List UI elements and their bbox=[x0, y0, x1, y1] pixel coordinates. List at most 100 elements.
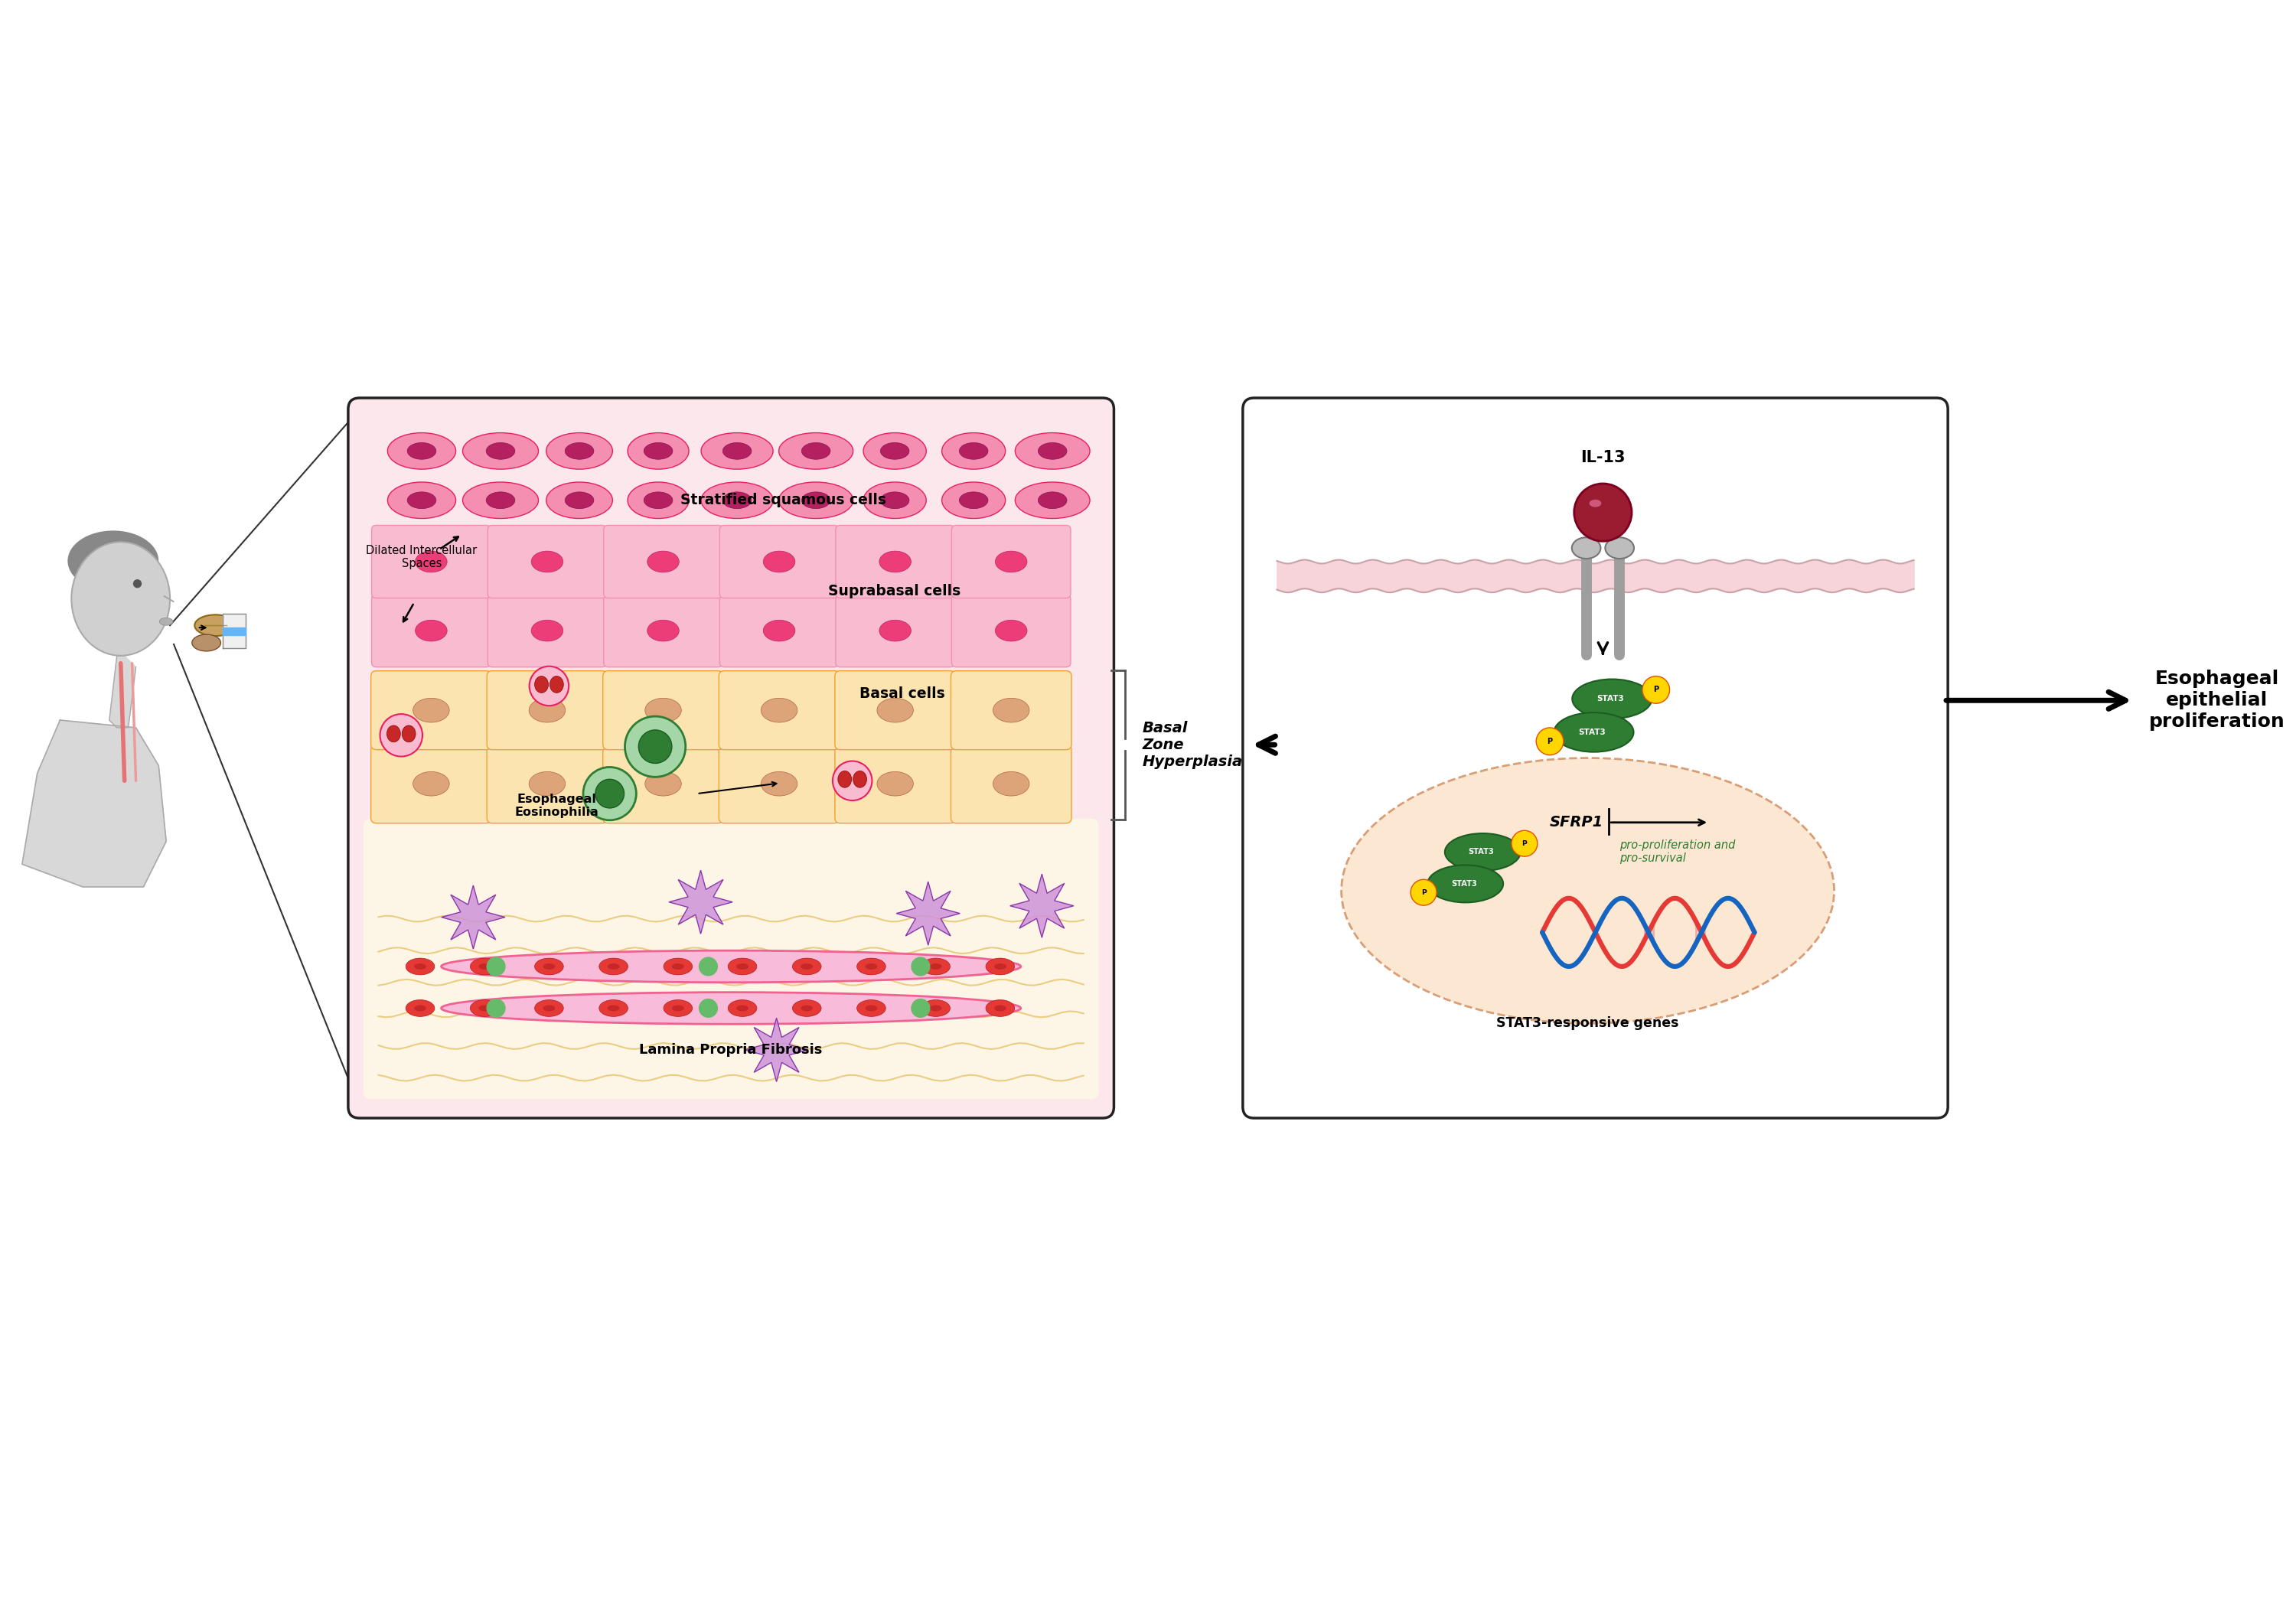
Ellipse shape bbox=[406, 958, 434, 975]
Ellipse shape bbox=[406, 492, 436, 508]
Ellipse shape bbox=[535, 1000, 563, 1017]
Ellipse shape bbox=[1573, 537, 1600, 559]
Ellipse shape bbox=[863, 432, 925, 469]
Ellipse shape bbox=[542, 1004, 556, 1011]
Ellipse shape bbox=[1015, 482, 1091, 519]
Ellipse shape bbox=[664, 958, 693, 975]
Polygon shape bbox=[223, 628, 246, 635]
Circle shape bbox=[487, 1000, 505, 1017]
Ellipse shape bbox=[647, 551, 680, 572]
FancyBboxPatch shape bbox=[1242, 399, 1947, 1118]
Ellipse shape bbox=[856, 958, 886, 975]
Ellipse shape bbox=[599, 958, 627, 975]
FancyBboxPatch shape bbox=[951, 744, 1072, 823]
Ellipse shape bbox=[645, 697, 682, 723]
Ellipse shape bbox=[994, 551, 1026, 572]
Ellipse shape bbox=[478, 1004, 491, 1011]
Ellipse shape bbox=[941, 432, 1006, 469]
Ellipse shape bbox=[877, 771, 914, 795]
Ellipse shape bbox=[1341, 759, 1835, 1024]
Ellipse shape bbox=[565, 442, 595, 460]
FancyBboxPatch shape bbox=[363, 818, 1100, 1099]
Polygon shape bbox=[110, 656, 135, 728]
Ellipse shape bbox=[647, 620, 680, 641]
Circle shape bbox=[833, 762, 872, 800]
Circle shape bbox=[1410, 879, 1437, 905]
Ellipse shape bbox=[535, 677, 549, 693]
Ellipse shape bbox=[700, 432, 774, 469]
Ellipse shape bbox=[792, 958, 822, 975]
Ellipse shape bbox=[599, 1000, 627, 1017]
FancyBboxPatch shape bbox=[604, 670, 723, 750]
Ellipse shape bbox=[549, 677, 563, 693]
FancyBboxPatch shape bbox=[604, 595, 723, 667]
Text: SFRP1: SFRP1 bbox=[1550, 815, 1603, 829]
Ellipse shape bbox=[985, 1000, 1015, 1017]
Circle shape bbox=[583, 767, 636, 820]
Ellipse shape bbox=[792, 1000, 822, 1017]
Ellipse shape bbox=[960, 442, 987, 460]
Circle shape bbox=[625, 717, 687, 776]
Ellipse shape bbox=[801, 964, 813, 969]
Polygon shape bbox=[223, 614, 246, 648]
FancyBboxPatch shape bbox=[487, 670, 608, 750]
Ellipse shape bbox=[1573, 680, 1651, 718]
Text: Basal
Zone
Hyperplasia: Basal Zone Hyperplasia bbox=[1141, 720, 1242, 768]
Text: STAT3: STAT3 bbox=[1596, 696, 1623, 702]
Ellipse shape bbox=[530, 620, 563, 641]
Ellipse shape bbox=[1038, 442, 1068, 460]
Text: Stratified squamous cells: Stratified squamous cells bbox=[680, 493, 886, 508]
Text: P: P bbox=[1421, 889, 1426, 895]
FancyBboxPatch shape bbox=[372, 670, 491, 750]
Ellipse shape bbox=[879, 551, 912, 572]
Ellipse shape bbox=[193, 635, 220, 651]
Ellipse shape bbox=[528, 697, 565, 723]
Ellipse shape bbox=[413, 1004, 427, 1011]
FancyBboxPatch shape bbox=[487, 744, 608, 823]
Ellipse shape bbox=[388, 482, 457, 519]
FancyBboxPatch shape bbox=[951, 525, 1070, 598]
Circle shape bbox=[1642, 677, 1669, 704]
Ellipse shape bbox=[856, 1000, 886, 1017]
Ellipse shape bbox=[866, 1004, 877, 1011]
Ellipse shape bbox=[992, 771, 1029, 795]
Ellipse shape bbox=[386, 725, 400, 742]
Text: STAT3: STAT3 bbox=[1580, 728, 1605, 736]
FancyBboxPatch shape bbox=[951, 595, 1070, 667]
Ellipse shape bbox=[413, 697, 450, 723]
Ellipse shape bbox=[930, 964, 941, 969]
Ellipse shape bbox=[879, 620, 912, 641]
Circle shape bbox=[700, 1000, 716, 1017]
Ellipse shape bbox=[854, 771, 866, 787]
Circle shape bbox=[700, 958, 716, 975]
Polygon shape bbox=[744, 1017, 808, 1082]
Ellipse shape bbox=[941, 482, 1006, 519]
Ellipse shape bbox=[416, 551, 448, 572]
Ellipse shape bbox=[801, 1004, 813, 1011]
Ellipse shape bbox=[760, 697, 797, 723]
Ellipse shape bbox=[478, 964, 491, 969]
Polygon shape bbox=[23, 720, 165, 887]
Ellipse shape bbox=[994, 964, 1006, 969]
Ellipse shape bbox=[664, 1000, 693, 1017]
Circle shape bbox=[912, 1000, 930, 1017]
Circle shape bbox=[638, 730, 673, 763]
Ellipse shape bbox=[921, 958, 951, 975]
Ellipse shape bbox=[471, 1000, 498, 1017]
Ellipse shape bbox=[643, 442, 673, 460]
Ellipse shape bbox=[406, 442, 436, 460]
Ellipse shape bbox=[388, 432, 457, 469]
FancyBboxPatch shape bbox=[836, 525, 955, 598]
Circle shape bbox=[912, 958, 930, 975]
Text: Esophageal
Eosinophilia: Esophageal Eosinophilia bbox=[514, 794, 599, 818]
Ellipse shape bbox=[863, 482, 925, 519]
Ellipse shape bbox=[778, 432, 854, 469]
Ellipse shape bbox=[145, 591, 165, 620]
Text: pro-proliferation and
pro-survival: pro-proliferation and pro-survival bbox=[1619, 839, 1736, 865]
Ellipse shape bbox=[994, 620, 1026, 641]
Circle shape bbox=[487, 958, 505, 975]
Ellipse shape bbox=[67, 530, 158, 591]
Ellipse shape bbox=[1428, 865, 1504, 903]
Ellipse shape bbox=[464, 432, 540, 469]
Ellipse shape bbox=[1554, 712, 1635, 752]
